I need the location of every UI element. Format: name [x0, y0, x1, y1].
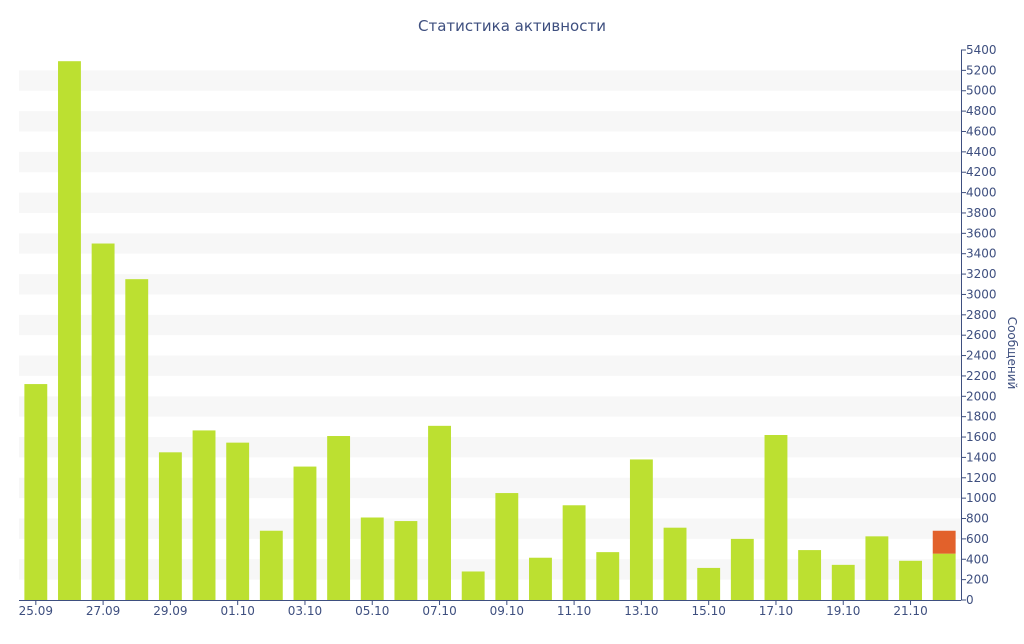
y-tick-label: 400 [966, 552, 989, 566]
y-tick-label: 1200 [966, 471, 997, 485]
grid-band [19, 396, 961, 417]
y-tick-label: 1800 [966, 410, 997, 424]
x-tick-label: 09.10 [490, 604, 524, 618]
y-tick-label: 2600 [966, 328, 997, 342]
x-tick-label: 21.10 [893, 604, 927, 618]
grid-band [19, 70, 961, 91]
bar [360, 517, 384, 600]
y-tick-label: 3800 [966, 206, 997, 220]
bar [125, 279, 149, 600]
bar [663, 527, 687, 600]
grid-band [19, 518, 961, 539]
y-tick-label: 4600 [966, 124, 997, 138]
grid-band [19, 559, 961, 580]
bar [293, 466, 317, 600]
grid-band [19, 437, 961, 458]
bar [58, 61, 81, 600]
x-tick-label: 29.09 [153, 604, 187, 618]
y-tick-label: 4200 [966, 165, 997, 179]
y-tick-label: 5400 [966, 43, 997, 57]
x-tick-label: 15.10 [691, 604, 725, 618]
grid-bands [19, 70, 961, 580]
bar [798, 550, 822, 600]
grid-band [19, 192, 961, 213]
bar [865, 536, 889, 600]
bar [259, 530, 283, 600]
grid-band [19, 355, 961, 376]
x-tick-label: 17.10 [759, 604, 793, 618]
bar [158, 452, 182, 600]
bar [596, 552, 620, 600]
y-tick-label: 800 [966, 512, 989, 526]
y-tick-label: 4000 [966, 186, 997, 200]
grid-band [19, 151, 961, 173]
x-tick-label: 27.09 [86, 604, 120, 618]
y-tick-label: 1400 [966, 450, 997, 464]
bar [461, 571, 485, 600]
bar [562, 505, 586, 600]
grid-band [19, 314, 961, 336]
bar [91, 243, 115, 600]
grid-band [19, 274, 961, 295]
grid-band [19, 477, 961, 499]
axes-group: 0 200 400 600 800 1000 1200 1400 1600 1800 2000 220… [19, 43, 997, 618]
bar [831, 564, 855, 600]
x-tick-label: 25.09 [19, 604, 53, 618]
x-tick-label: 13.10 [624, 604, 658, 618]
y-axis-label: Сообщений [1005, 317, 1019, 390]
grid-band [19, 233, 961, 254]
y-tick-label: 0 [966, 593, 974, 607]
bar [192, 430, 216, 600]
x-tick-label: 01.10 [220, 604, 254, 618]
x-tick-label: 05.10 [355, 604, 389, 618]
y-tick-label: 2800 [966, 308, 997, 322]
x-tick-label: 19.10 [826, 604, 860, 618]
y-tick-label: 3000 [966, 287, 997, 301]
y-tick-label: 4800 [966, 104, 997, 118]
y-tick-label: 1600 [966, 430, 997, 444]
bar [932, 553, 956, 600]
y-tick-label: 200 [966, 573, 989, 587]
x-tick-label: 07.10 [422, 604, 456, 618]
y-tick-label: 4400 [966, 145, 997, 159]
y-tick-label: 5000 [966, 84, 997, 98]
y-tick-label: 2200 [966, 369, 997, 383]
bar [629, 459, 653, 600]
y-tick-label: 3600 [966, 226, 997, 240]
bar-segment-extra [932, 530, 956, 554]
y-tick-label: 2400 [966, 349, 997, 363]
y-tick-label: 1000 [966, 491, 997, 505]
chart-title: Статистика активности [418, 17, 606, 35]
bar [394, 521, 418, 600]
bar [899, 560, 922, 600]
bar [24, 384, 48, 600]
bar [327, 436, 351, 600]
x-tick-label: 11.10 [557, 604, 591, 618]
y-tick-label: 3400 [966, 247, 997, 261]
y-tick-label: 600 [966, 532, 989, 546]
bar [529, 557, 552, 600]
y-tick-label: 3200 [966, 267, 997, 281]
bar [428, 425, 451, 600]
bar [495, 493, 519, 600]
bar [764, 435, 788, 600]
grid-band [19, 111, 961, 132]
bar [697, 567, 721, 600]
x-tick-label: 03.10 [288, 604, 322, 618]
y-tick-label: 2000 [966, 389, 997, 403]
bars-group [24, 61, 956, 600]
y-tick-label: 5200 [966, 63, 997, 77]
bar [730, 538, 754, 600]
bar [226, 442, 250, 600]
